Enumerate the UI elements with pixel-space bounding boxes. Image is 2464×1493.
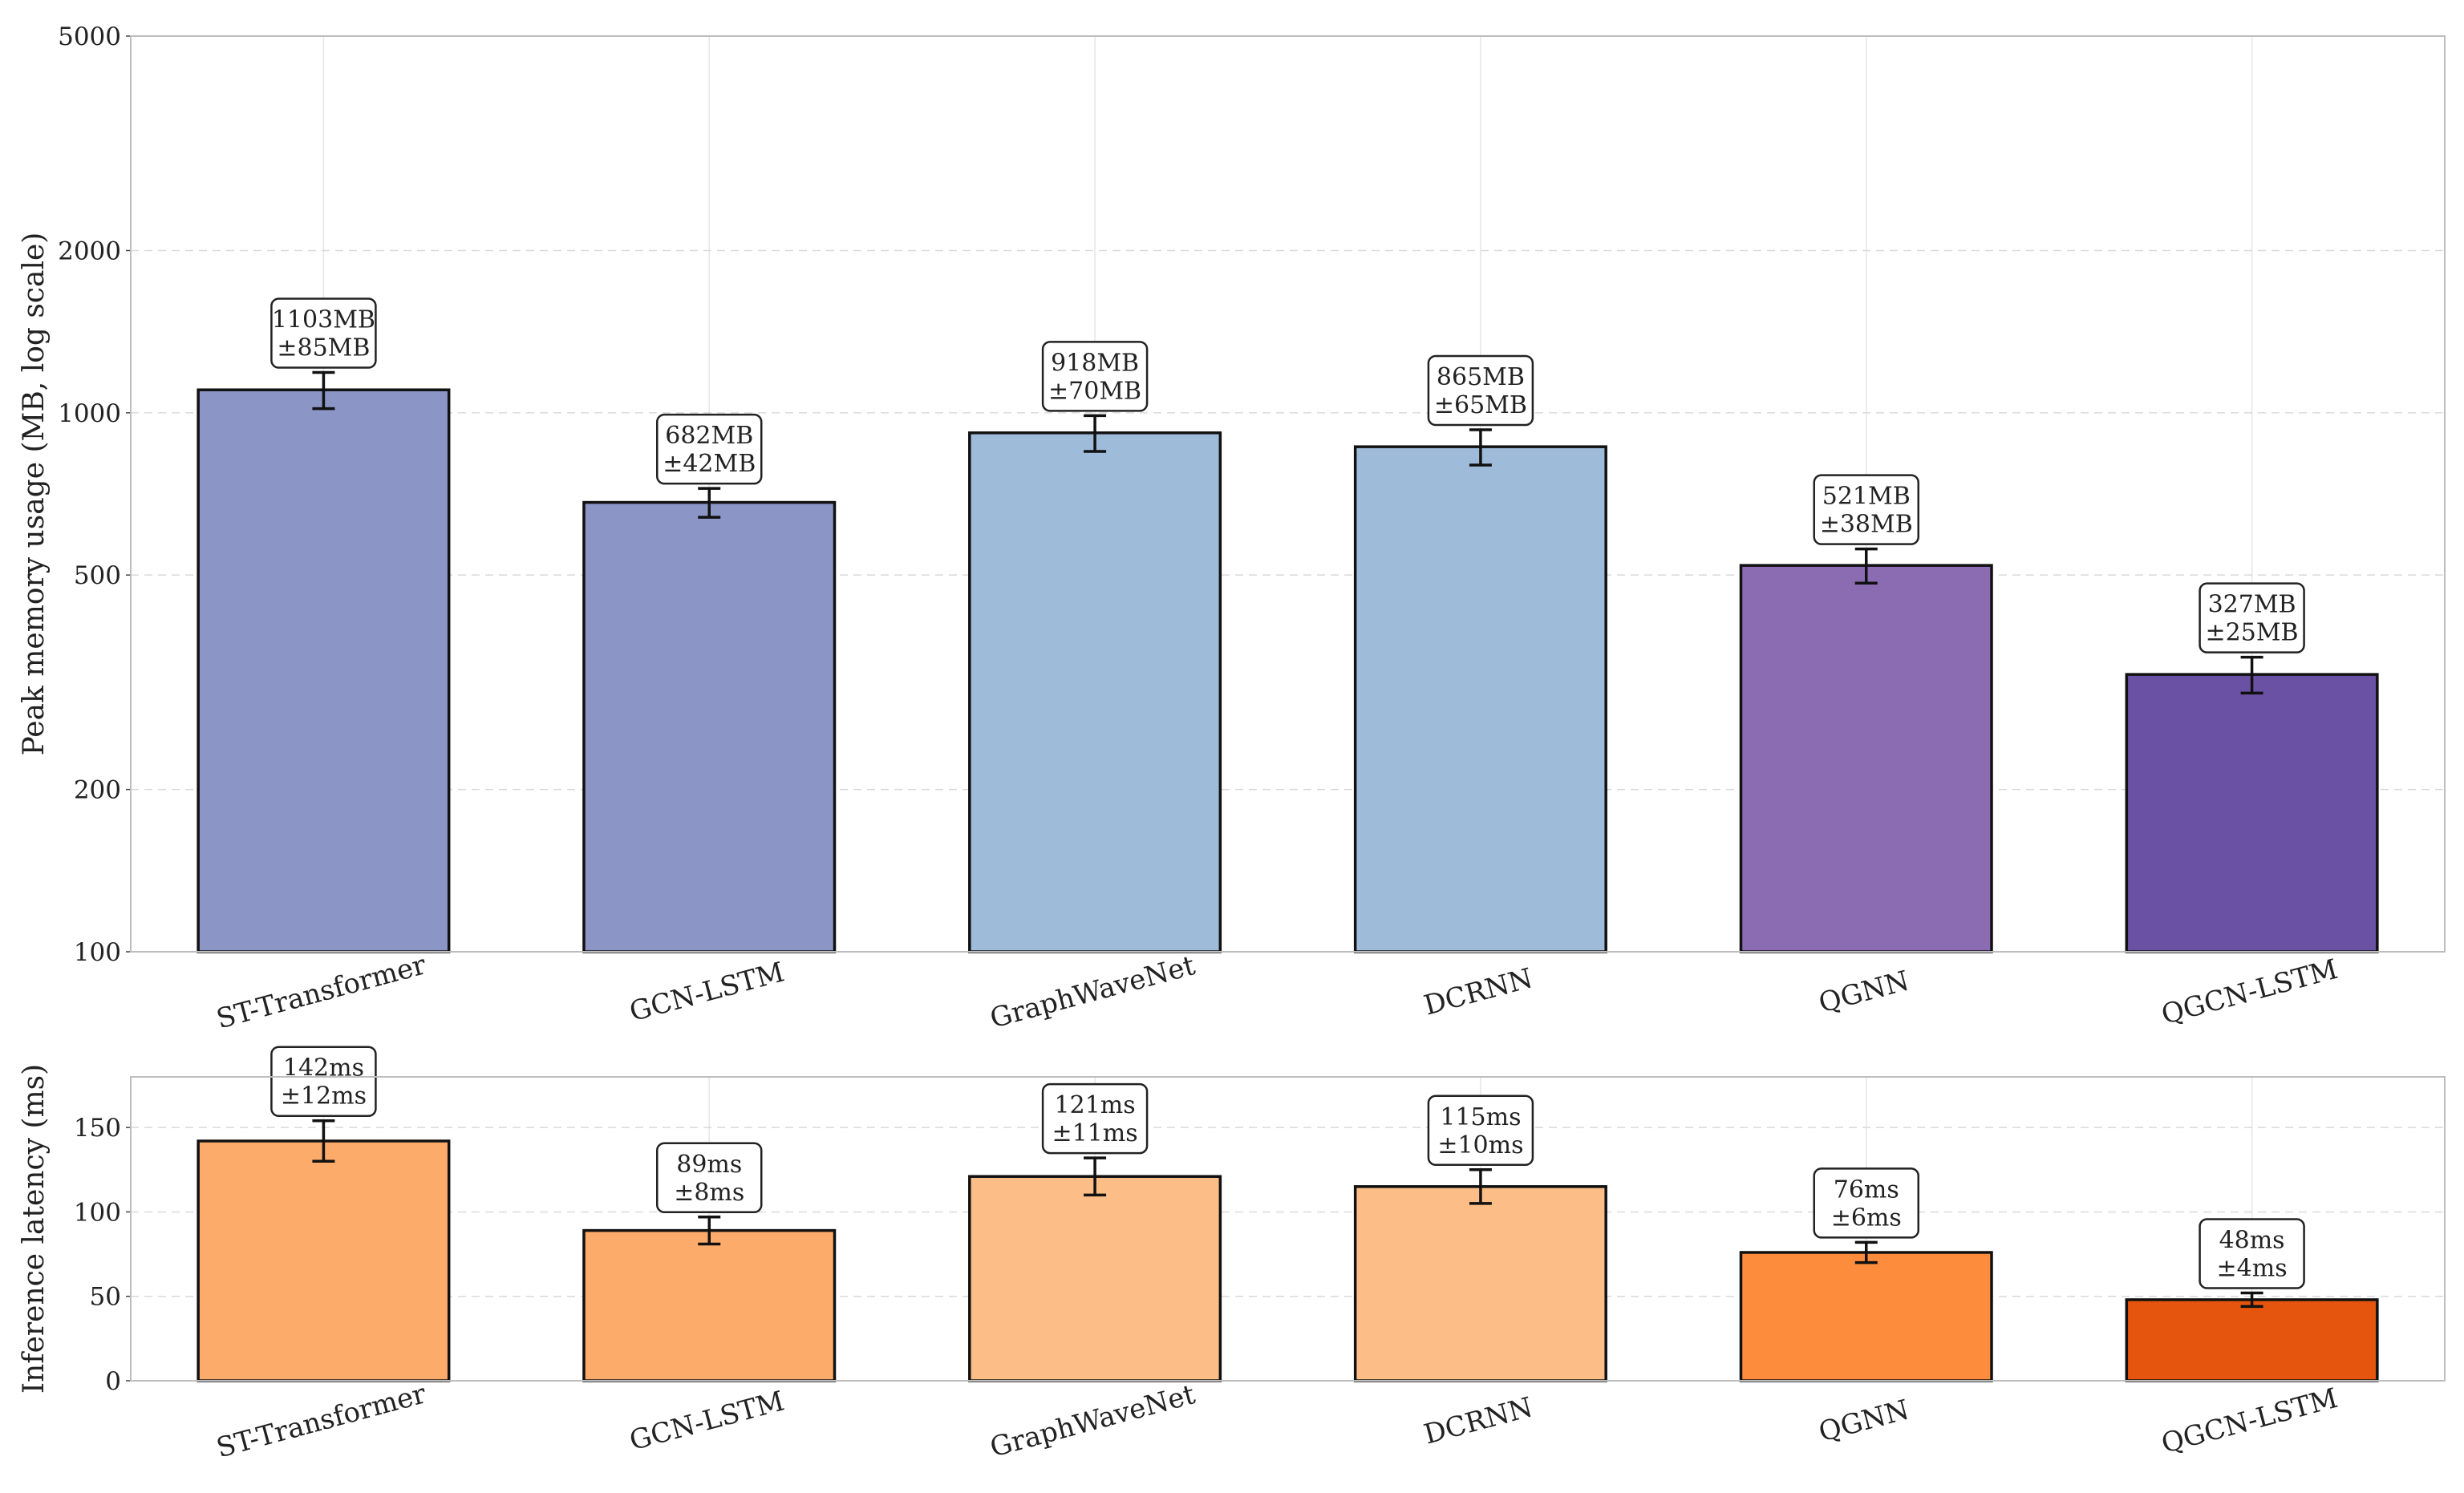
latency-value-label-box [2199, 1218, 2305, 1289]
latency-value-label-box [1427, 1094, 1534, 1167]
memory-value-label-box [1041, 341, 1149, 412]
memory-bar [582, 500, 837, 953]
memory-bar [1353, 445, 1607, 953]
memory-value-label: 1103MB ±85MB [272, 306, 375, 362]
memory-category-label: ST-Transformer [213, 949, 430, 1035]
memory-bar [2125, 673, 2379, 953]
memory-ytick-label: 500 [74, 561, 121, 590]
latency-value-label: 89ms ±8ms [674, 1151, 744, 1207]
latency-bar [968, 1175, 1222, 1382]
latency-y-axis-title: Inference latency (ms) [18, 1064, 51, 1394]
memory-bar [968, 431, 1222, 953]
memory-ytick-label: 2000 [58, 237, 121, 265]
latency-chart: 0 50 100 150 142ms ±12ms ST-Transformer 89ms ±8m… [18, 1046, 2446, 1464]
memory-value-label-box [656, 413, 763, 485]
latency-category-label: GraphWaveNet [987, 1378, 1198, 1464]
latency-category-label: ST-Transformer [213, 1378, 430, 1464]
latency-ytick-label: 100 [74, 1198, 121, 1227]
memory-value-label: 521MB ±38MB [1820, 483, 1913, 539]
memory-category-label: QGCN-LSTM [2158, 953, 2341, 1031]
memory-category-label: DCRNN [1420, 962, 1536, 1022]
latency-bar [1353, 1185, 1607, 1382]
latency-ytick-label: 150 [74, 1114, 121, 1143]
memory-ytick-label: 5000 [58, 22, 121, 51]
memory-y-axis-title: Peak memory usage (MB, log scale) [18, 233, 51, 756]
latency-value-label: 142ms ±12ms [281, 1054, 367, 1111]
memory-chart: 100 200 500 1000 2000 5000 1103MB ±85MB ST-Trans… [18, 22, 2446, 1035]
latency-value-label-box [270, 1046, 377, 1117]
memory-value-label-box [2199, 582, 2305, 653]
latency-value-label: 115ms ±10ms [1437, 1103, 1523, 1159]
memory-value-label: 682MB ±42MB [663, 422, 756, 478]
latency-category-label: DCRNN [1420, 1391, 1536, 1451]
memory-value-label-box [1813, 474, 1919, 545]
memory-ytick-label: 200 [74, 776, 121, 805]
latency-category-label: GCN-LSTM [626, 1385, 788, 1457]
memory-category-label: GraphWaveNet [987, 949, 1198, 1035]
memory-value-label-box [1427, 354, 1534, 427]
latency-value-label-box [1041, 1082, 1149, 1155]
memory-value-label: 865MB ±65MB [1434, 363, 1527, 419]
memory-bar [197, 388, 451, 953]
latency-bar [582, 1228, 837, 1382]
latency-ytick-label: 0 [105, 1367, 121, 1396]
latency-bar [197, 1139, 451, 1382]
memory-value-label: 918MB ±70MB [1048, 349, 1141, 405]
latency-value-label: 121ms ±11ms [1052, 1091, 1138, 1147]
latency-ytick-label: 50 [90, 1283, 121, 1312]
memory-category-label: GCN-LSTM [626, 956, 788, 1028]
memory-ytick-label: 1000 [58, 399, 121, 428]
latency-value-label-box [1813, 1167, 1919, 1239]
memory-ytick-label: 100 [74, 938, 121, 967]
latency-bar [1739, 1251, 1993, 1382]
latency-plot-frame [130, 1076, 2446, 1382]
memory-value-label-box [270, 297, 377, 369]
latency-bar [2125, 1298, 2379, 1382]
memory-bar [1739, 564, 1993, 953]
latency-value-label-box [656, 1142, 763, 1214]
memory-plot-frame [130, 35, 2446, 953]
latency-value-label: 76ms ±6ms [1831, 1175, 1902, 1232]
memory-value-label: 327MB ±25MB [2206, 591, 2299, 647]
latency-category-label: QGNN [1815, 1394, 1912, 1448]
latency-category-label: QGCN-LSTM [2158, 1382, 2341, 1460]
memory-category-label: QGNN [1815, 965, 1912, 1019]
latency-value-label: 48ms ±4ms [2217, 1227, 2288, 1283]
